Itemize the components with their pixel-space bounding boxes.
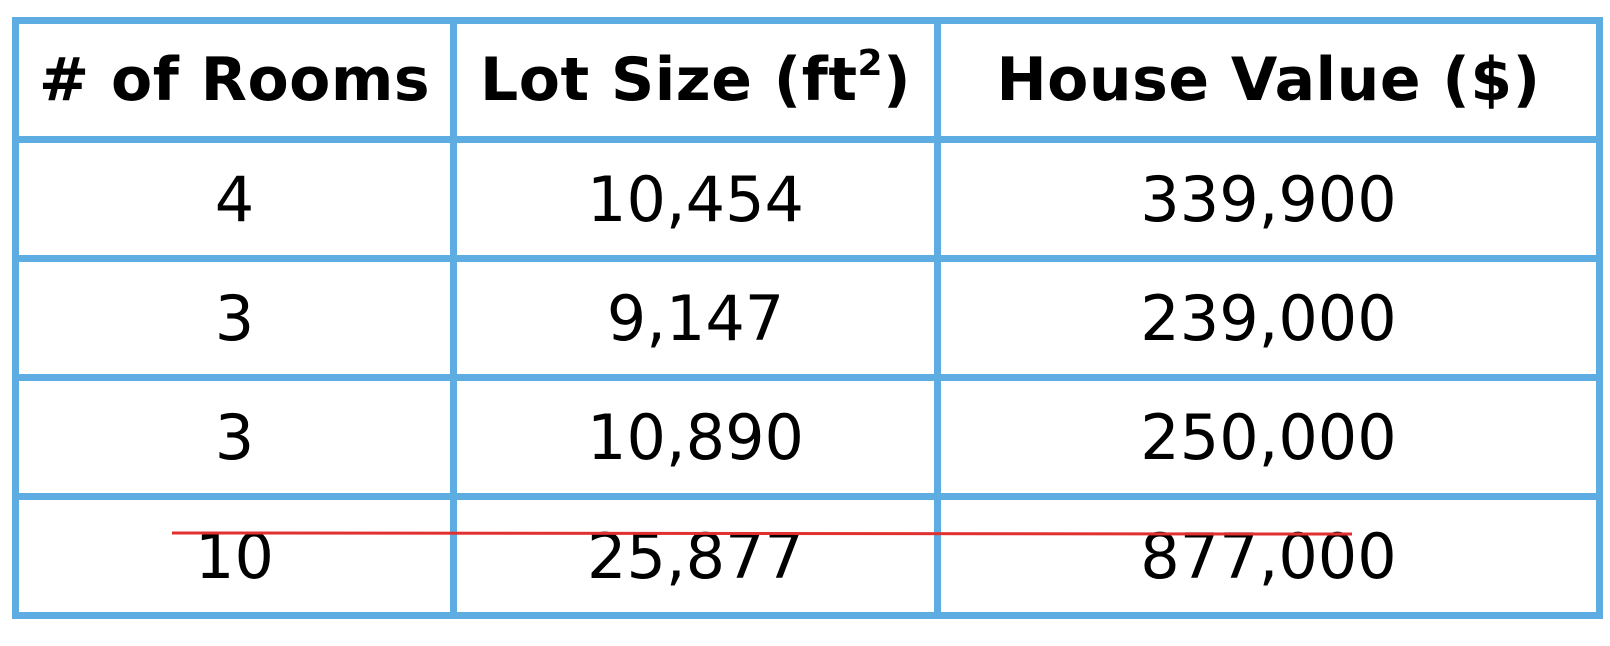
cell-lot-size: 25,877	[450, 493, 941, 619]
cell-lot-size: 9,147	[450, 255, 941, 381]
cell-lot-size: 10,454	[450, 136, 941, 262]
table-row: 4 10,454 339,900	[12, 136, 1603, 262]
header-row: # of Rooms Lot Size (ft2) House Value ($…	[12, 17, 1603, 143]
cell-house-value: 239,000	[934, 255, 1603, 381]
header-house-value: House Value ($)	[934, 17, 1603, 143]
table-row-struck-out: 10 25,877 877,000	[12, 493, 1603, 619]
header-rooms: # of Rooms	[12, 17, 457, 143]
cell-rooms: 3	[12, 255, 457, 381]
data-table-container: # of Rooms Lot Size (ft2) House Value ($…	[12, 17, 1603, 619]
cell-house-value: 877,000	[934, 493, 1603, 619]
header-lot-size: Lot Size (ft2)	[450, 17, 941, 143]
header-lot-size-close: )	[883, 45, 911, 115]
header-lot-size-exponent: 2	[857, 43, 884, 84]
cell-rooms: 10	[12, 493, 457, 619]
house-data-table: # of Rooms Lot Size (ft2) House Value ($…	[12, 17, 1603, 619]
cell-house-value: 250,000	[934, 374, 1603, 500]
header-lot-size-label: Lot Size (ft	[480, 45, 858, 115]
cell-rooms: 3	[12, 374, 457, 500]
cell-house-value: 339,900	[934, 136, 1603, 262]
table-row: 3 10,890 250,000	[12, 374, 1603, 500]
table-row: 3 9,147 239,000	[12, 255, 1603, 381]
cell-rooms: 4	[12, 136, 457, 262]
cell-lot-size: 10,890	[450, 374, 941, 500]
